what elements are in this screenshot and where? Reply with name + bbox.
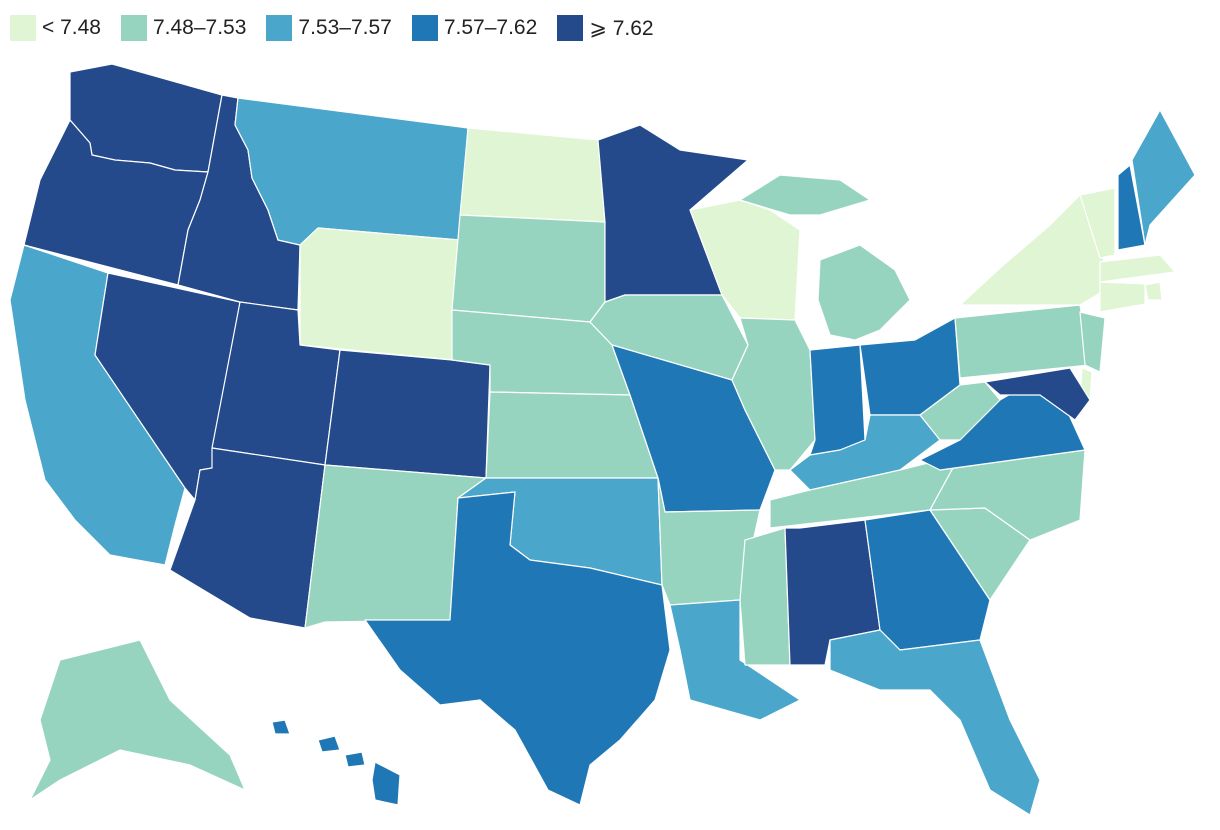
state-ms [739, 527, 791, 666]
state-ks [485, 391, 659, 479]
legend-label-5: ⩾ 7.62 [589, 16, 654, 40]
legend-label-2: 7.48–7.53 [152, 16, 247, 39]
legend-label-1: < 7.48 [42, 16, 101, 39]
legend-item-4: 7.57–7.62 [411, 15, 538, 41]
state-me [1131, 109, 1196, 246]
state-vt [1079, 187, 1116, 259]
state-ri [1144, 281, 1163, 301]
state-md [984, 367, 1091, 421]
state-co [324, 349, 491, 479]
states-layer [9, 63, 1196, 816]
state-la [669, 599, 801, 721]
legend-item-1: < 7.48 [10, 15, 101, 41]
state-sd [451, 214, 606, 323]
state-ny [959, 194, 1106, 306]
state-il [731, 317, 816, 471]
legend-swatch-1 [10, 15, 36, 41]
legend-swatch-4 [411, 15, 438, 41]
state-wy [299, 227, 461, 361]
legend-swatch-2 [120, 15, 147, 41]
legend-swatch-3 [266, 15, 293, 41]
legend: < 7.48 7.48–7.53 7.53–7.57 7.57–7.62 ⩾ 7… [10, 12, 674, 44]
state-ak [29, 639, 246, 801]
state-fl [829, 629, 1041, 816]
state-tx [364, 491, 671, 806]
legend-label-3: 7.53–7.57 [298, 16, 392, 39]
legend-item-3: 7.53–7.57 [266, 15, 392, 41]
state-hi [271, 719, 401, 806]
legend-item-5: ⩾ 7.62 [557, 15, 654, 41]
legend-swatch-5 [557, 15, 584, 41]
legend-item-2: 7.48–7.53 [120, 15, 247, 41]
state-wv [919, 381, 1001, 441]
state-nd [459, 127, 606, 223]
state-nj [1079, 311, 1106, 373]
state-ct [1099, 281, 1146, 313]
state-ma [1099, 254, 1176, 283]
legend-label-4: 7.57–7.62 [443, 16, 538, 39]
state-pa [954, 304, 1091, 379]
state-in [809, 344, 866, 456]
state-mi [739, 174, 911, 341]
